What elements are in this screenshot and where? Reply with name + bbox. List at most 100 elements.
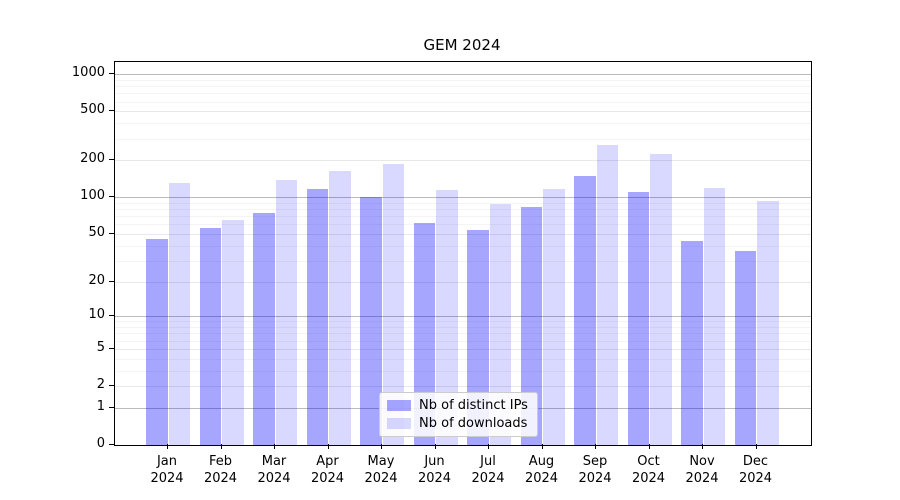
bar-ips-may — [360, 196, 382, 445]
bar-downloads-apr — [329, 170, 351, 445]
y-tick — [109, 159, 114, 161]
x-tick — [648, 444, 650, 449]
x-tick-label: Feb 2024 — [203, 454, 238, 486]
legend-swatch-downloads-icon — [387, 418, 411, 429]
gridline-major — [115, 316, 811, 318]
bar-downloads-sep — [596, 145, 618, 445]
x-tick-label: Jun 2024 — [417, 454, 452, 486]
gridline-minor — [115, 216, 811, 218]
gridline-major — [115, 197, 811, 199]
chart-title: GEM 2024 — [423, 36, 501, 54]
x-tick — [167, 444, 168, 449]
gridline — [115, 348, 811, 350]
gridline-minor — [115, 93, 811, 95]
x-tick-label: Aug 2024 — [524, 454, 559, 486]
gridline-minor — [115, 86, 811, 88]
gridline-minor — [115, 138, 811, 140]
bar-downloads-aug — [543, 189, 565, 445]
gridline-minor — [115, 370, 811, 372]
plot-area: Nb of distinct IPs Nb of downloads — [114, 61, 812, 446]
y-tick-label: 500 — [80, 102, 105, 118]
x-tick — [702, 444, 703, 449]
bar-ips-jun — [413, 222, 435, 445]
y-tick-label: 100 — [80, 188, 105, 204]
gridline-minor — [115, 358, 811, 360]
y-tick-label: 1000 — [71, 65, 105, 81]
legend-item-distinct-ips: Nb of distinct IPs — [387, 398, 528, 413]
y-tick — [109, 406, 114, 408]
bar-downloads-feb — [222, 220, 244, 445]
x-tick-label: Jan 2024 — [150, 454, 184, 486]
bar-ips-apr — [306, 189, 328, 445]
legend-label-downloads: Nb of downloads — [419, 416, 528, 431]
bar-downloads-jan — [168, 183, 190, 445]
gridline-minor — [115, 224, 811, 226]
x-tick — [381, 444, 382, 449]
gridline-minor — [115, 321, 811, 323]
x-tick-label: May 2024 — [364, 454, 398, 486]
bar-downloads-may — [382, 164, 404, 445]
bar-ips-aug — [520, 206, 542, 445]
gridline-minor — [115, 333, 811, 335]
x-tick — [488, 444, 489, 449]
x-tick-label: Mar 2024 — [257, 454, 291, 486]
y-tick-label: 50 — [88, 224, 105, 240]
y-tick — [109, 110, 114, 112]
y-tick-label: 200 — [80, 151, 105, 167]
y-tick — [109, 315, 114, 317]
x-tick — [327, 444, 329, 449]
bar-downloads-nov — [703, 188, 725, 445]
gridline-minor — [115, 202, 811, 204]
x-tick-label: Nov 2024 — [685, 454, 719, 486]
gridline-minor — [115, 340, 811, 342]
y-tick — [109, 232, 114, 234]
legend-item-downloads: Nb of downloads — [387, 416, 528, 431]
x-tick-label: Dec 2024 — [738, 454, 773, 486]
bar-downloads-dec — [757, 201, 779, 445]
gridline-minor — [115, 245, 811, 247]
x-tick — [595, 444, 596, 449]
y-tick — [109, 280, 114, 282]
x-tick-label: Oct 2024 — [631, 454, 666, 486]
gridline — [115, 281, 811, 283]
gridline — [115, 160, 811, 162]
y-tick — [109, 347, 114, 349]
bar-downloads-jul — [489, 204, 511, 445]
bar-downloads-mar — [275, 180, 297, 445]
bar-downloads-jun — [436, 190, 458, 445]
legend-label-distinct-ips: Nb of distinct IPs — [419, 398, 528, 413]
bar-ips-jul — [467, 229, 489, 445]
x-tick-label: Apr 2024 — [310, 454, 345, 486]
gridline — [115, 111, 811, 113]
x-tick-label: Sep 2024 — [578, 454, 612, 486]
bar-ips-oct — [627, 192, 649, 445]
y-tick-label: 1 — [96, 398, 105, 414]
gridline-minor — [115, 101, 811, 103]
y-tick — [109, 196, 114, 198]
x-tick-label: Jul 2024 — [471, 454, 505, 486]
gridline-minor — [115, 327, 811, 329]
bar-ips-mar — [253, 212, 275, 445]
x-tick — [541, 444, 543, 449]
y-tick — [109, 444, 114, 445]
bar-ips-dec — [734, 251, 756, 445]
y-tick-label: 5 — [96, 339, 105, 355]
bar-ips-feb — [199, 227, 221, 445]
y-tick — [109, 73, 114, 75]
legend: Nb of distinct IPs Nb of downloads — [379, 392, 538, 437]
x-tick — [755, 444, 757, 449]
x-tick — [434, 444, 436, 449]
gridline-minor — [115, 260, 811, 262]
bar-downloads-oct — [650, 154, 672, 445]
y-tick-label: 20 — [88, 272, 105, 288]
bar-ips-jan — [146, 239, 168, 445]
y-tick-label: 0 — [96, 436, 105, 451]
gridline — [115, 233, 811, 235]
gridline-minor — [115, 123, 811, 125]
y-tick-label: 2 — [96, 377, 105, 393]
gridline-minor — [115, 79, 811, 81]
x-tick — [274, 444, 275, 449]
gridline — [115, 386, 811, 388]
gridline-major — [115, 74, 811, 76]
